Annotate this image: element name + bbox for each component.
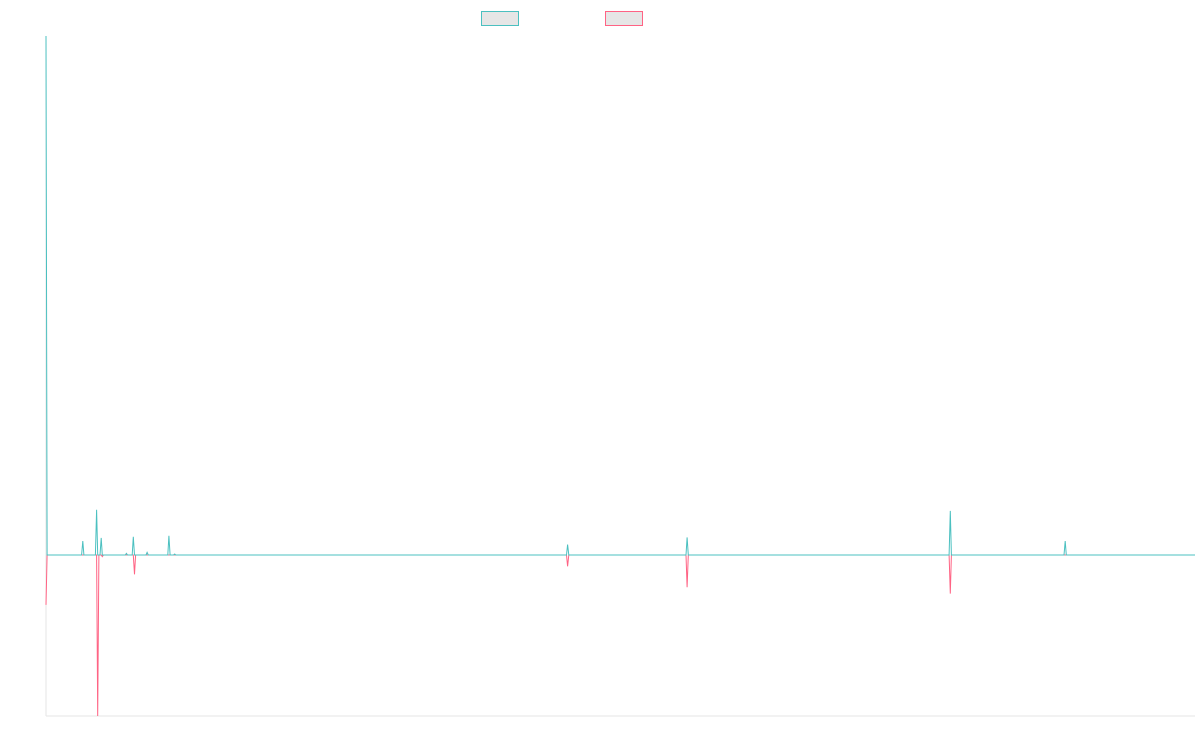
- series-line-2: [45, 554, 1195, 717]
- legend-item-2[interactable]: [605, 9, 643, 27]
- legend-swatch-1: [481, 10, 519, 26]
- legend: [0, 9, 1200, 27]
- legend-swatch-2: [605, 10, 643, 26]
- series-line-1: [45, 35, 1195, 556]
- legend-item-1[interactable]: [481, 9, 519, 27]
